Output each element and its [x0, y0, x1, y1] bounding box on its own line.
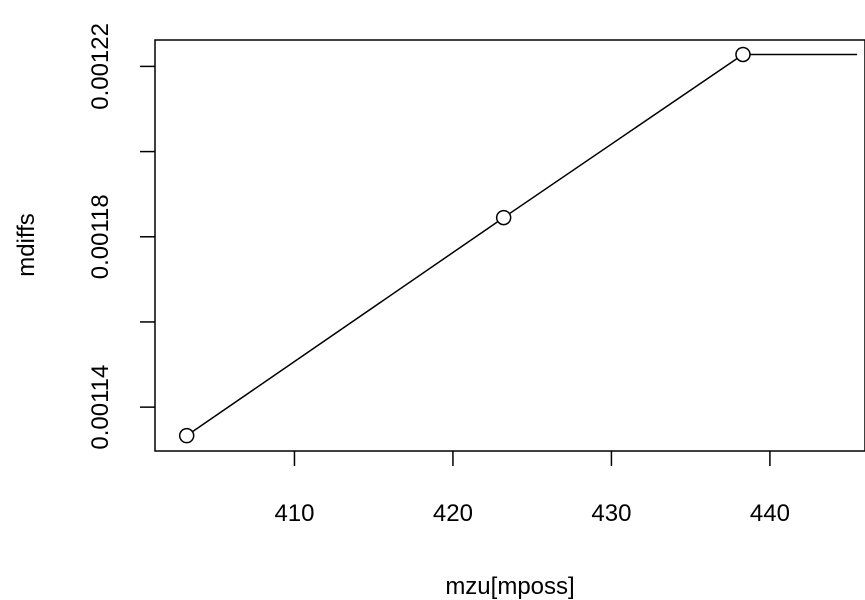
y-tick-label: 0.00118 [87, 194, 114, 279]
x-axis: 410 420 430 440 [274, 451, 790, 527]
y-tick-label: 0.00122 [87, 23, 114, 110]
series-line [186, 53, 858, 437]
x-tick-label: 440 [750, 500, 790, 527]
series-layer [178, 46, 858, 444]
y-axis: 0.00114 0.00118 0.00122 [87, 23, 155, 450]
y-axis-label: mdiffs [13, 213, 40, 277]
data-point-marker [178, 427, 195, 444]
x-tick-label: 420 [433, 500, 473, 527]
x-axis-label: mzu[mposs] [445, 573, 574, 600]
data-point-marker [495, 209, 512, 226]
plot-frame [154, 39, 865, 452]
x-tick-label: 430 [591, 500, 631, 527]
x-tick-label: 410 [274, 500, 314, 527]
data-point-marker [735, 46, 751, 63]
y-tick-label: 0.00114 [87, 365, 114, 450]
